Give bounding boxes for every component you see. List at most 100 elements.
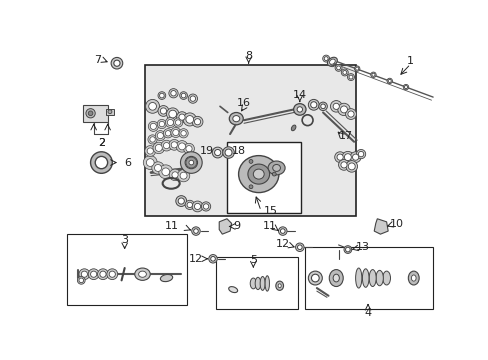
Circle shape: [176, 141, 187, 152]
Circle shape: [191, 227, 200, 235]
Circle shape: [345, 161, 357, 172]
Text: 14: 14: [292, 90, 306, 100]
Ellipse shape: [260, 276, 264, 291]
Circle shape: [111, 58, 122, 69]
Text: 3: 3: [121, 235, 128, 245]
Circle shape: [165, 117, 175, 127]
Circle shape: [297, 245, 302, 249]
Text: 16: 16: [237, 98, 250, 108]
Circle shape: [148, 135, 157, 144]
Circle shape: [212, 147, 223, 158]
Circle shape: [188, 94, 197, 103]
Circle shape: [352, 154, 358, 160]
Circle shape: [97, 269, 108, 280]
Circle shape: [178, 198, 184, 204]
Ellipse shape: [407, 271, 418, 285]
Ellipse shape: [253, 169, 264, 179]
Circle shape: [336, 154, 343, 160]
Ellipse shape: [264, 276, 269, 291]
Bar: [67, 234, 186, 305]
Circle shape: [148, 121, 158, 131]
Circle shape: [159, 121, 164, 127]
Circle shape: [311, 274, 319, 282]
Circle shape: [192, 116, 203, 127]
Ellipse shape: [250, 278, 256, 289]
Circle shape: [248, 185, 252, 189]
Circle shape: [185, 145, 192, 152]
Text: 2: 2: [98, 138, 105, 148]
Circle shape: [176, 112, 187, 122]
Circle shape: [159, 93, 164, 98]
Circle shape: [185, 116, 193, 123]
Circle shape: [143, 156, 157, 170]
Circle shape: [175, 120, 181, 125]
Ellipse shape: [272, 165, 280, 171]
Circle shape: [149, 137, 155, 142]
Circle shape: [192, 201, 203, 212]
Circle shape: [320, 104, 325, 109]
Circle shape: [162, 168, 169, 176]
Circle shape: [181, 131, 186, 136]
Circle shape: [86, 109, 95, 118]
Circle shape: [295, 243, 304, 252]
Circle shape: [183, 113, 196, 126]
Ellipse shape: [297, 107, 302, 112]
Circle shape: [337, 103, 349, 116]
Circle shape: [334, 64, 342, 71]
Circle shape: [336, 66, 340, 70]
Circle shape: [342, 71, 346, 75]
Text: 13: 13: [355, 242, 369, 252]
Circle shape: [280, 229, 285, 233]
Circle shape: [203, 204, 208, 209]
Circle shape: [177, 170, 189, 182]
Circle shape: [161, 140, 172, 151]
Circle shape: [88, 111, 93, 116]
Circle shape: [185, 200, 194, 210]
Ellipse shape: [138, 271, 146, 277]
Bar: [226, 142, 301, 213]
Circle shape: [340, 162, 346, 168]
Circle shape: [158, 92, 165, 99]
Circle shape: [168, 89, 178, 98]
Circle shape: [222, 147, 234, 158]
Circle shape: [77, 276, 85, 284]
Circle shape: [308, 99, 319, 110]
Ellipse shape: [355, 268, 361, 288]
Circle shape: [169, 169, 181, 181]
Circle shape: [318, 102, 326, 111]
Circle shape: [90, 152, 112, 173]
Circle shape: [171, 142, 177, 148]
Circle shape: [90, 271, 97, 277]
Bar: [82, 105, 107, 122]
Circle shape: [173, 118, 183, 127]
Circle shape: [157, 120, 166, 129]
Circle shape: [347, 111, 353, 117]
Text: 7: 7: [94, 55, 101, 65]
Circle shape: [107, 269, 118, 280]
Circle shape: [79, 278, 83, 283]
Circle shape: [371, 73, 374, 76]
Circle shape: [345, 109, 356, 120]
Text: 4: 4: [364, 308, 371, 318]
Ellipse shape: [375, 270, 383, 286]
Circle shape: [387, 80, 390, 82]
Circle shape: [328, 60, 335, 67]
Circle shape: [176, 195, 186, 206]
Circle shape: [208, 255, 217, 263]
Circle shape: [109, 271, 115, 277]
Text: 12: 12: [188, 254, 203, 264]
Circle shape: [194, 119, 200, 125]
Circle shape: [330, 61, 334, 65]
Circle shape: [163, 129, 172, 138]
Circle shape: [178, 143, 185, 150]
Ellipse shape: [291, 125, 295, 131]
Circle shape: [330, 100, 342, 112]
Circle shape: [168, 110, 176, 118]
Circle shape: [403, 84, 408, 90]
Ellipse shape: [410, 275, 415, 281]
Circle shape: [81, 271, 87, 277]
Circle shape: [181, 93, 185, 98]
Circle shape: [334, 152, 345, 163]
Circle shape: [159, 165, 172, 179]
Circle shape: [166, 108, 179, 120]
